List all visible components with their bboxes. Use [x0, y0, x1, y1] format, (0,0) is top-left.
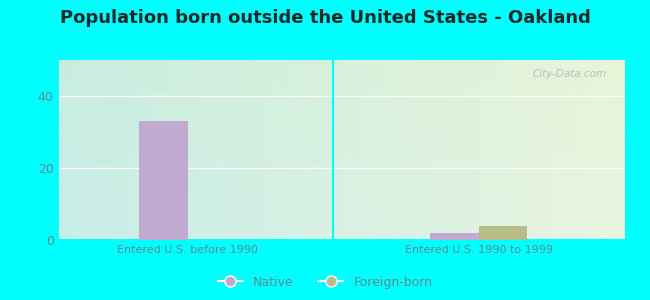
Bar [430, 233, 478, 240]
Text: Population born outside the United States - Oakland: Population born outside the United State… [60, 9, 590, 27]
Bar [139, 121, 188, 240]
Text: City-Data.com: City-Data.com [533, 69, 607, 79]
Legend: Native, Foreign-born: Native, Foreign-born [213, 271, 437, 294]
Bar [478, 226, 527, 240]
